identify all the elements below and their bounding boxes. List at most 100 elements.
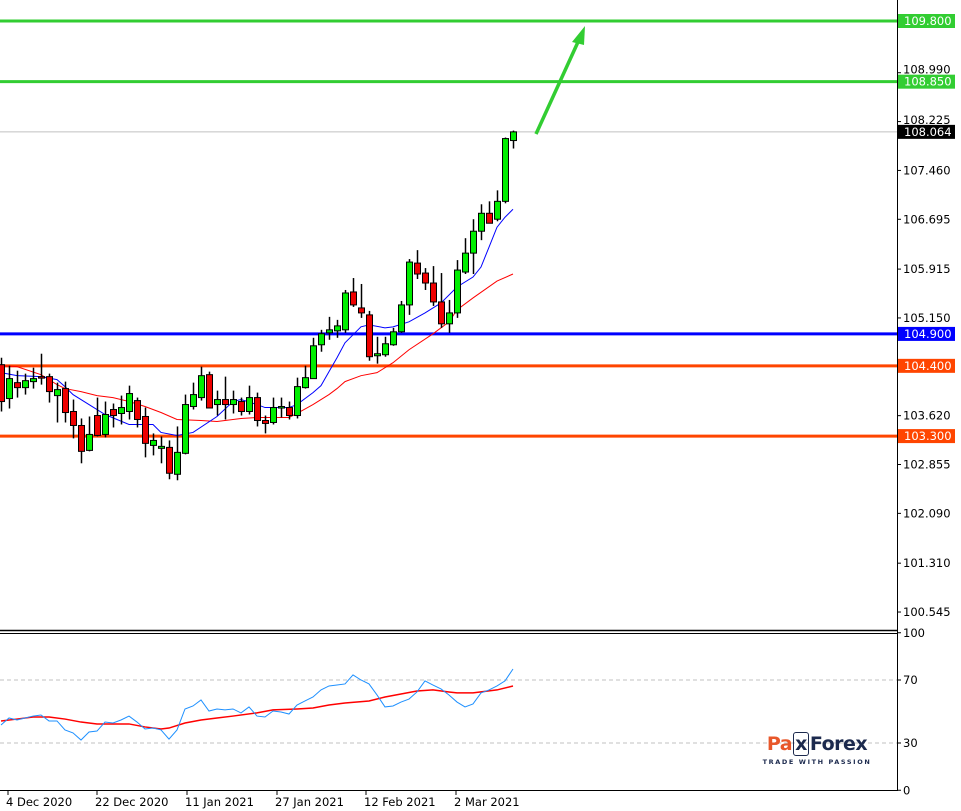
price-tick-label: 100.545 [903, 605, 951, 619]
arrow-up-icon [572, 26, 585, 45]
price-tick-label: 106.695 [903, 212, 951, 226]
candle-body [214, 399, 221, 406]
candle [334, 319, 341, 338]
candle [382, 336, 389, 357]
candle [262, 415, 269, 434]
candle-body [358, 307, 365, 314]
level-label: 108.850 [904, 75, 952, 89]
candle-body [54, 389, 61, 397]
candle [278, 397, 285, 418]
candle-body [342, 292, 349, 331]
price-tick-label: 101.310 [903, 556, 951, 570]
candle-body [166, 446, 173, 474]
candle [342, 289, 349, 333]
candle-body [158, 445, 165, 449]
candle-body [270, 407, 277, 423]
candle-body [62, 388, 69, 414]
candle [318, 329, 325, 352]
candle-body [302, 377, 309, 389]
candle [206, 371, 213, 409]
candle-body [150, 439, 157, 446]
candle-body [46, 376, 53, 393]
candle-body [238, 401, 245, 413]
candle [414, 250, 421, 279]
arrow-shaft [534, 41, 580, 135]
price-tick-label: 105.150 [903, 311, 951, 325]
oscillator-signal-line [0, 685, 514, 730]
candle-body [366, 314, 373, 358]
candle-body [390, 331, 397, 346]
candle [142, 407, 149, 458]
candle-body [134, 400, 141, 420]
level-label-box [898, 326, 955, 341]
level-label: 104.900 [904, 327, 952, 341]
candle-body [430, 282, 437, 303]
price-tick-label: 108.225 [903, 113, 951, 127]
level-label: 104.400 [904, 359, 952, 373]
candle-body [102, 414, 109, 435]
candle [238, 397, 245, 416]
level-label-box [898, 74, 955, 89]
candle-body [174, 451, 181, 475]
level-label: 103.300 [904, 429, 952, 443]
candle-body [86, 433, 93, 451]
candle [502, 137, 509, 204]
candle-body [190, 394, 197, 408]
candle [390, 327, 397, 346]
candle [86, 416, 93, 452]
candle [102, 401, 109, 438]
candle [254, 392, 261, 427]
candle [310, 337, 317, 380]
candle-body [70, 411, 77, 426]
oscillator-tick-label: 30 [903, 736, 918, 750]
candle [286, 401, 293, 420]
candle-body [110, 409, 117, 417]
candle [374, 336, 381, 364]
candle-body [222, 399, 229, 406]
candle [494, 190, 501, 222]
candle-body [126, 393, 133, 413]
logo-text-pa: Pa [766, 733, 793, 755]
candle-body [350, 291, 357, 306]
price-tick-label: 102.090 [903, 506, 951, 520]
candle-body [14, 382, 21, 389]
candle [198, 366, 205, 401]
time-tick-label: 27 Jan 2021 [275, 795, 344, 809]
logo-tagline: TRADE WITH PASSION [762, 758, 872, 766]
oscillator-main-line [0, 668, 514, 741]
candle [510, 130, 517, 149]
candle-body [30, 378, 37, 383]
time-tick-label: 12 Feb 2021 [364, 795, 436, 809]
candle-body [262, 420, 269, 424]
level-label: 109.800 [904, 14, 952, 28]
candle-body [398, 304, 405, 333]
candle-body [382, 343, 389, 356]
candle-body [286, 407, 293, 417]
candle [222, 376, 229, 420]
candle-body [182, 404, 189, 454]
candle-body [206, 374, 213, 409]
candle [70, 399, 77, 439]
candle [454, 260, 461, 318]
candle [166, 440, 173, 480]
candle [302, 365, 309, 389]
candle-body [294, 386, 301, 417]
candle-body [0, 364, 5, 403]
candle [446, 299, 453, 333]
candle-body [446, 312, 453, 325]
candle-body [142, 415, 149, 444]
candle [54, 382, 61, 423]
candle [14, 370, 21, 398]
candle-body [374, 353, 381, 357]
candle [478, 204, 485, 241]
candle [486, 201, 493, 224]
candle-body [246, 397, 253, 413]
candle-body [438, 301, 445, 325]
candle [294, 377, 301, 419]
candle-body [78, 424, 85, 452]
candle [326, 316, 333, 340]
candle-body [254, 397, 261, 422]
candle [0, 357, 5, 412]
paxforex-logo: Pa x Forex TRADE WITH PASSION [762, 732, 872, 766]
current-price-label: 108.064 [904, 125, 952, 139]
